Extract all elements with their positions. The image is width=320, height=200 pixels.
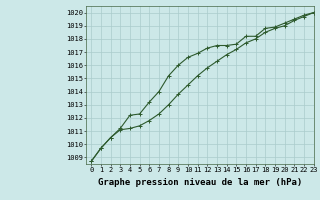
X-axis label: Graphe pression niveau de la mer (hPa): Graphe pression niveau de la mer (hPa): [98, 178, 302, 187]
